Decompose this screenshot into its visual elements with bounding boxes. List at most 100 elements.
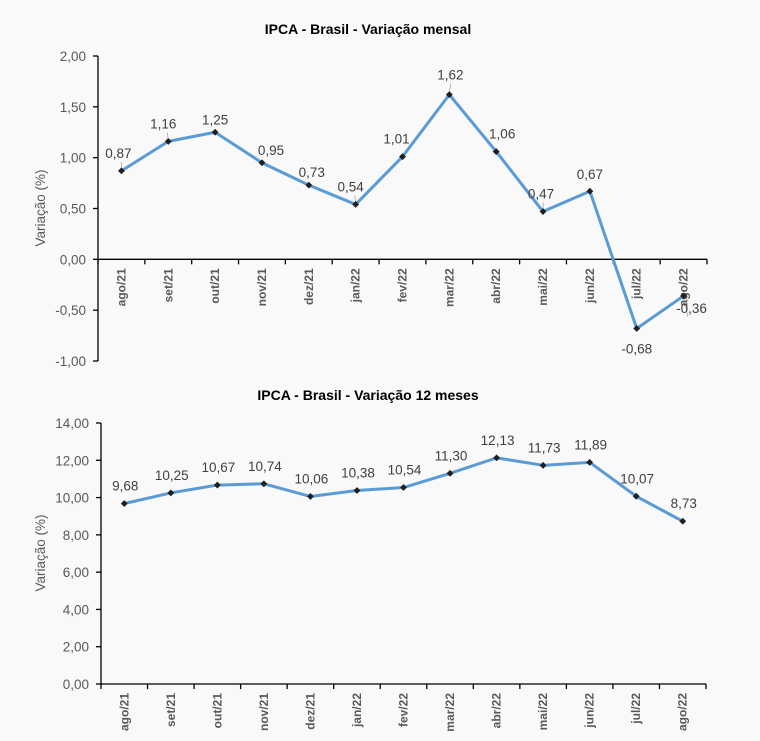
data-point-marker xyxy=(260,480,268,488)
data-label: 0,47 xyxy=(528,187,554,202)
data-point-marker xyxy=(539,461,547,469)
y-axis-label: Variação (%) xyxy=(33,514,48,591)
y-tick-label: 6,00 xyxy=(63,565,89,580)
x-tick-label: jul/22 xyxy=(629,693,643,725)
x-tick-labels: ago/21 set/21 out/21 nov/21 dez/21 jan/22 fev/… xyxy=(114,268,690,307)
y-tick-label: 12,00 xyxy=(55,453,89,468)
label-leader-line xyxy=(448,83,452,93)
y-tick-label: 1,00 xyxy=(60,151,86,166)
y-tick-label: 2,00 xyxy=(60,49,86,64)
y-tick-label: 0,50 xyxy=(60,202,86,217)
data-label: -0,68 xyxy=(621,341,652,356)
data-point-marker xyxy=(633,325,641,332)
plot-area: 0,87 1,16 1,25 0,95 0,73 0,54 1,01 1,62 1,06 0,47… xyxy=(105,68,707,357)
y-tick-label: 10,00 xyxy=(55,491,89,506)
data-label: 1,01 xyxy=(383,132,409,147)
data-label: 10,07 xyxy=(620,471,654,486)
x-tick-label: dez/21 xyxy=(302,268,316,305)
data-point-marker xyxy=(120,500,128,507)
data-label: 10,54 xyxy=(388,463,422,478)
x-tick-label: abr/22 xyxy=(489,268,503,304)
y-tick-label: 0,00 xyxy=(60,252,86,267)
x-tick-label: dez/21 xyxy=(303,693,317,730)
data-label: 10,25 xyxy=(155,468,189,483)
plot-area: 9,68 10,25 10,67 10,74 10,06 10,38 10,54 11,30 1… xyxy=(112,433,697,525)
y-axis-label: Variação (%) xyxy=(33,169,48,246)
data-point-marker xyxy=(679,517,687,525)
data-point-marker xyxy=(352,201,360,208)
data-label: 10,38 xyxy=(341,465,375,480)
x-tick-label: abr/22 xyxy=(490,693,504,729)
data-label: 1,06 xyxy=(489,127,515,142)
y-tick-label: 4,00 xyxy=(63,602,89,617)
data-point-marker xyxy=(492,148,500,155)
data-label: 12,13 xyxy=(481,433,515,448)
x-tick-label: jul/22 xyxy=(630,268,644,300)
x-tick-labels: ago/21 set/21 out/21 nov/21 dez/21 jan/22 fev/… xyxy=(117,693,689,732)
data-point-marker xyxy=(164,137,172,145)
data-label: 1,62 xyxy=(437,68,463,83)
y-tick-label: -1,00 xyxy=(55,354,86,369)
x-tick-label: jun/22 xyxy=(583,693,597,729)
data-label: 0,95 xyxy=(258,143,284,158)
data-point-marker xyxy=(539,208,547,215)
x-tick-label: jun/22 xyxy=(583,268,597,304)
x-tick-label: set/21 xyxy=(164,693,178,727)
x-tick-label: jan/22 xyxy=(350,693,364,728)
x-tick-label: nov/21 xyxy=(257,693,271,731)
x-tick-label: fev/22 xyxy=(397,693,411,727)
data-point-marker xyxy=(211,128,219,136)
x-tick-label: ago/21 xyxy=(114,268,128,306)
chart-title: IPCA - Brasil - Variação mensal xyxy=(265,21,471,37)
data-point-marker xyxy=(586,187,594,195)
data-label: 1,25 xyxy=(202,112,228,127)
data-label: -0,36 xyxy=(676,301,707,316)
monthly-variation-chart: IPCA - Brasil - Variação mensal Variação… xyxy=(33,21,708,369)
data-point-marker xyxy=(445,91,453,99)
data-point-marker xyxy=(586,458,594,466)
data-point-marker xyxy=(353,487,361,494)
data-point-marker xyxy=(632,492,640,500)
y-tick-label: -0,50 xyxy=(55,303,86,318)
x-tick-label: nov/21 xyxy=(255,268,269,306)
x-tick-label: set/21 xyxy=(161,268,175,302)
x-tick-label: ago/22 xyxy=(676,693,690,731)
x-tick-label: ago/21 xyxy=(117,693,131,731)
y-tick-label: 1,50 xyxy=(60,100,86,115)
data-label: 10,67 xyxy=(201,460,235,475)
data-label: 0,67 xyxy=(577,167,603,182)
data-label: 0,54 xyxy=(338,179,365,194)
x-tick-label: mai/22 xyxy=(536,268,550,306)
x-tick-label: fev/22 xyxy=(396,268,410,302)
data-point-marker xyxy=(117,167,125,175)
data-point-marker xyxy=(399,153,406,161)
x-tick-label: jan/22 xyxy=(349,268,363,303)
data-point-marker xyxy=(680,292,688,300)
x-tick-label: out/21 xyxy=(208,268,222,304)
data-label: 9,68 xyxy=(112,479,138,494)
data-label: 11,89 xyxy=(574,437,607,452)
data-label: 10,74 xyxy=(248,459,282,474)
x-tick-label: mar/22 xyxy=(442,268,456,307)
data-point-marker xyxy=(446,469,454,477)
axes xyxy=(96,422,707,689)
y-tick-labels: 0,00 2,00 4,00 6,00 8,00 10,00 12,00 14,00 xyxy=(55,416,89,692)
data-label: 10,06 xyxy=(295,471,329,486)
x-tick-label: out/21 xyxy=(210,693,224,729)
data-label: 0,87 xyxy=(105,146,131,161)
data-point-marker xyxy=(493,454,501,462)
data-point-marker xyxy=(306,493,314,500)
y-tick-label: 14,00 xyxy=(55,416,89,431)
chart-title: IPCA - Brasil - Variação 12 meses xyxy=(257,387,478,403)
x-tick-label: mar/22 xyxy=(443,693,457,732)
y-tick-label: 2,00 xyxy=(63,640,89,655)
data-label: 11,73 xyxy=(528,440,561,455)
y-tick-label: 0,00 xyxy=(63,677,89,692)
data-label: 1,16 xyxy=(150,116,176,131)
y-tick-labels: -1,00 -0,50 0,00 0,50 1,00 1,50 2,00 xyxy=(55,49,86,369)
data-point-marker xyxy=(400,484,407,491)
data-label: 0,73 xyxy=(299,165,325,180)
x-tick-label: mai/22 xyxy=(536,693,550,731)
data-point-marker xyxy=(258,159,266,167)
